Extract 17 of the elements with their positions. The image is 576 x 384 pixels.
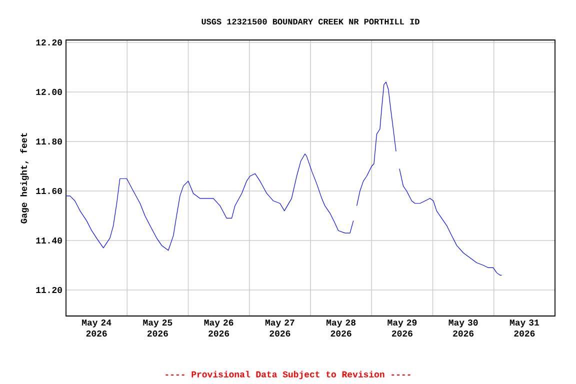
chart-title: USGS 12321500 BOUNDARY CREEK NR PORTHILL ID [202,18,420,24]
x-tick-label: May 25 2026 [143,320,172,337]
x-tick-label: May 29 2026 [388,320,417,337]
x-tick-label: May 30 2026 [448,320,478,337]
x-tick-label: May 26 2026 [204,320,234,337]
x-tick-label: May 27 2026 [265,320,294,337]
y-tick-label: 11.80 [36,138,62,145]
y-tick-label: 11.20 [36,286,62,294]
y-tick-label: 11.40 [36,237,62,244]
y-axis-title: Gage height, feet [20,133,29,224]
x-tick-label: May 31 2026 [510,320,540,337]
x-tick-label: May 28 2026 [326,320,356,337]
y-tick-label: 12.20 [36,39,62,46]
x-tick-label: May 24 2026 [82,320,112,337]
y-tick-label: 12.00 [36,88,62,96]
y-tick-label: 11.60 [36,188,62,194]
text: ---- Provisional Data Subject to Revision ---- [166,370,410,380]
